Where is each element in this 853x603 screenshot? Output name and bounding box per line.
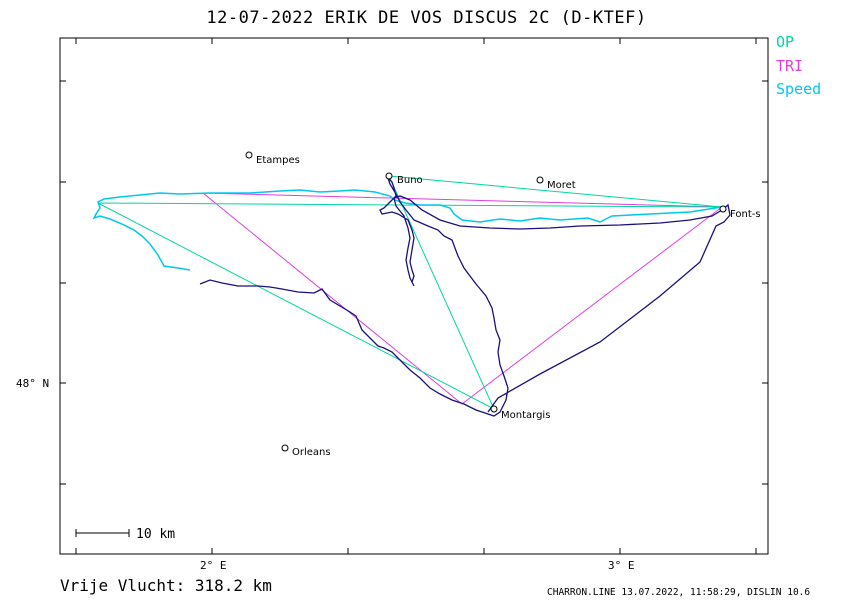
place-label: Etampes [256,155,300,166]
credit-line: CHARRON.LINE 13.07.2022, 11:58:29, DISLI… [547,587,811,598]
scale-bar-label: 10 km [136,527,175,542]
place-marker-icon [385,172,393,180]
lon-label-2e: 2° E [200,559,227,572]
place-moret: Moret [536,176,576,191]
place-label: Orleans [292,447,331,458]
place-orleans: Orleans [281,444,331,458]
flight-track [199,177,731,417]
place-montargis: Montargis [490,405,550,421]
place-marker-icon [490,405,498,413]
bottom-ticks [75,548,757,554]
speed-track [92,189,723,271]
legend-op: OP [776,33,795,51]
place-buno: Buno [385,172,423,186]
place-label: Montargis [501,410,550,421]
map-frame [59,37,769,555]
map-title: 12-07-2022 ERIK DE VOS DISCUS 2C (D-KTEF… [206,8,647,28]
top-ticks [75,38,757,44]
tri-route [201,192,724,405]
left-ticks [60,80,66,485]
place-marker-icon [719,205,727,213]
distance-readout: Vrije Vlucht: 318.2 km [60,576,272,595]
place-label: Font-s [730,209,761,220]
place-marker-icon [536,176,544,184]
scale-bar: 10 km [75,527,175,542]
legend-tri: TRI [776,57,804,75]
place-label: Buno [397,175,423,186]
place-marker-icon [281,444,289,452]
lon-label-3e: 3° E [608,559,635,572]
place-marker-icon [245,151,253,159]
op-route [97,175,723,411]
right-ticks [762,80,768,485]
legend-speed: Speed [776,80,822,98]
place-etampes: Etampes [245,151,300,166]
place-label: Moret [547,180,576,191]
lat-label-48n: 48° N [16,377,49,390]
place-font-s: Font-s [719,205,761,220]
